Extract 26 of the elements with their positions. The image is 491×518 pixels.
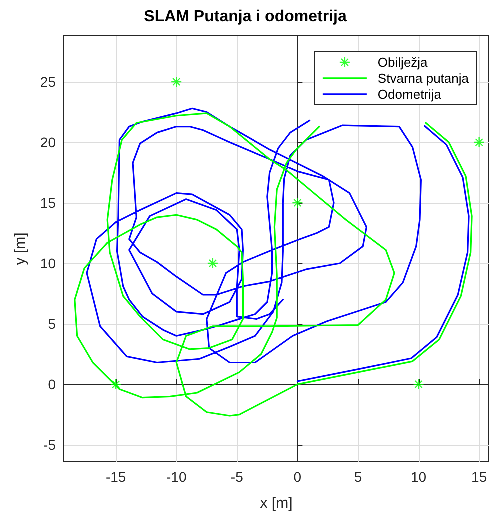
legend-label: Odometrija bbox=[378, 87, 442, 102]
x-tick-label: -5 bbox=[230, 469, 244, 485]
y-tick-label: 10 bbox=[40, 256, 56, 272]
point bbox=[207, 258, 219, 270]
x-tick-label: -10 bbox=[166, 469, 187, 485]
x-tick-label: -15 bbox=[106, 469, 126, 485]
point bbox=[171, 76, 182, 88]
point bbox=[474, 136, 485, 148]
y-axis-title: y [m] bbox=[12, 232, 29, 266]
chart-title: SLAM Putanja i odometrija bbox=[144, 8, 347, 26]
y-tick-label: 15 bbox=[40, 195, 56, 212]
y-tick-label: -5 bbox=[44, 437, 56, 454]
legend-label: Obilježja bbox=[378, 55, 429, 70]
x-tick-label: 15 bbox=[472, 469, 488, 485]
x-tick-label: 10 bbox=[410, 469, 427, 485]
x-axis-title: x [m] bbox=[260, 495, 293, 512]
y-tick-label: 5 bbox=[48, 316, 56, 332]
y-tick-label: 20 bbox=[40, 134, 56, 150]
y-tick-label: 0 bbox=[48, 376, 56, 393]
x-tick-label: 0 bbox=[294, 469, 302, 485]
legend-label: Stvarna putanja bbox=[378, 71, 470, 86]
point bbox=[110, 378, 122, 390]
point bbox=[413, 378, 424, 390]
x-tick-label: 5 bbox=[354, 469, 362, 485]
y-tick-label: 25 bbox=[40, 74, 56, 90]
point bbox=[292, 197, 304, 209]
